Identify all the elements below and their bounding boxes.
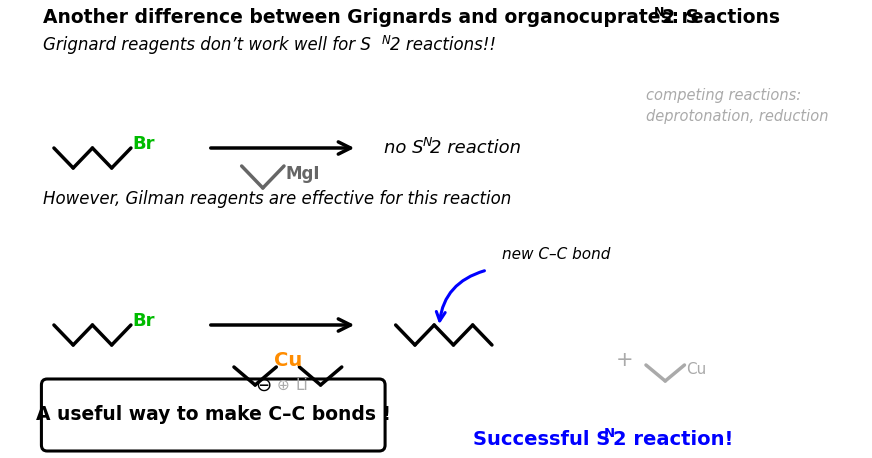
FancyBboxPatch shape — [41, 379, 385, 451]
Text: ⊕: ⊕ — [276, 377, 290, 393]
Text: Br: Br — [133, 312, 155, 330]
Text: Another difference between Grignards and organocuprates: S: Another difference between Grignards and… — [44, 8, 699, 27]
Text: Cu: Cu — [686, 361, 706, 376]
Text: MgI: MgI — [286, 165, 320, 183]
Text: However, Gilman reagents are effective for this reaction: However, Gilman reagents are effective f… — [44, 190, 512, 208]
Text: Cu: Cu — [274, 350, 302, 370]
Text: Successful S: Successful S — [473, 430, 610, 449]
Text: ⊖: ⊖ — [255, 376, 272, 394]
Text: Grignard reagents don’t work well for S: Grignard reagents don’t work well for S — [44, 36, 371, 54]
Text: A useful way to make C–C bonds !: A useful way to make C–C bonds ! — [36, 405, 391, 425]
Text: N: N — [381, 33, 390, 47]
Text: Li: Li — [296, 377, 309, 393]
Text: N: N — [654, 6, 664, 19]
Text: 2 reactions: 2 reactions — [663, 8, 780, 27]
Text: N: N — [603, 427, 615, 440]
Text: +: + — [616, 350, 634, 370]
Text: Br: Br — [133, 135, 155, 153]
Text: N: N — [423, 136, 432, 149]
Text: competing reactions:
deprotonation, reduction: competing reactions: deprotonation, redu… — [646, 88, 828, 124]
Text: 2 reaction!: 2 reaction! — [613, 430, 733, 449]
FancyArrowPatch shape — [436, 271, 485, 321]
Text: new C–C bond: new C–C bond — [501, 247, 610, 262]
Text: no S: no S — [385, 139, 424, 157]
Text: 2 reactions!!: 2 reactions!! — [390, 36, 496, 54]
Text: 2 reaction: 2 reaction — [430, 139, 521, 157]
